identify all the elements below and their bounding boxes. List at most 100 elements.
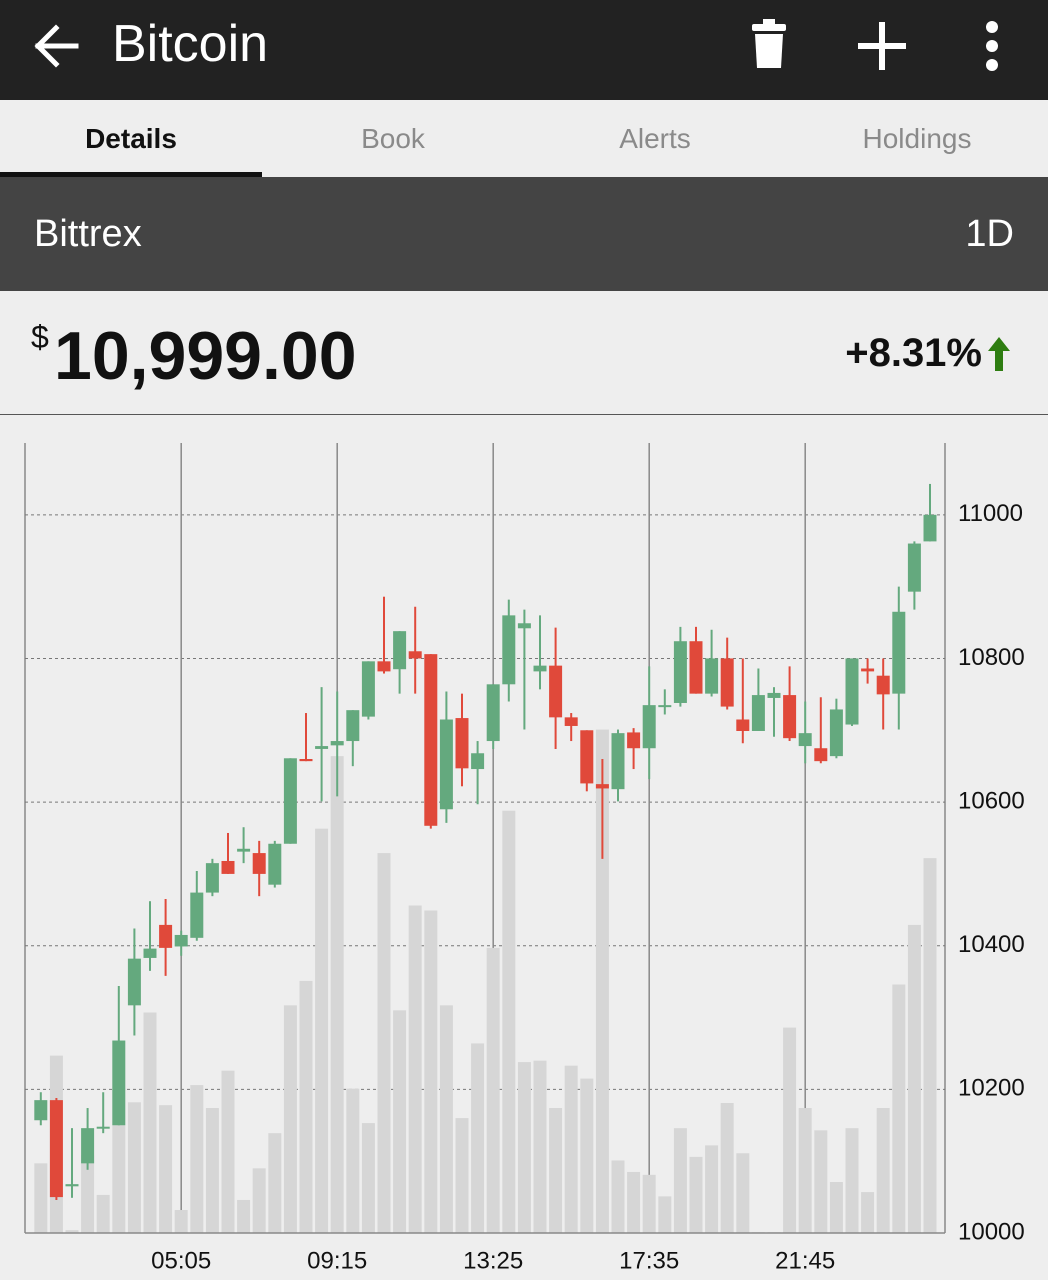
candle-body [564, 717, 578, 726]
volume-bar [65, 1230, 79, 1233]
tab[interactable]: Alerts [619, 123, 691, 154]
y-tick-label: 10200 [958, 1075, 1025, 1102]
volume-bar [705, 1145, 719, 1233]
candle-body [705, 658, 719, 694]
volume-bar [439, 1005, 453, 1233]
volume-bar [923, 858, 937, 1233]
candle-body [642, 705, 656, 749]
volume-bar [268, 1133, 282, 1233]
candle-body [174, 934, 188, 947]
candle-body [330, 741, 344, 746]
x-tick-label: 05:05 [151, 1247, 211, 1274]
volume-bar [330, 756, 344, 1233]
currency: $ [31, 319, 49, 355]
candle-body [861, 668, 875, 672]
y-tick-label: 10600 [958, 787, 1025, 814]
back-button[interactable] [34, 24, 79, 68]
candle-body [798, 733, 812, 747]
price-row: $ 10,999.00 +8.31% [0, 291, 1048, 415]
candle-body [81, 1128, 95, 1164]
volume-bar [564, 1065, 578, 1233]
volume-bar [393, 1010, 407, 1233]
candle-body [845, 658, 859, 725]
volume-bar [720, 1103, 734, 1233]
volume-bar [517, 1062, 531, 1233]
candle-body [346, 710, 360, 742]
candle-body [252, 853, 266, 874]
candle-body [907, 543, 921, 592]
add-button[interactable] [858, 22, 906, 70]
tab[interactable]: Holdings [862, 123, 972, 154]
tab[interactable]: Book [361, 123, 425, 154]
x-tick-label: 17:35 [619, 1247, 679, 1274]
volume-bar [783, 1027, 797, 1233]
candle-body [190, 892, 204, 938]
candle-body [205, 863, 219, 893]
tab-bar: Details Book Alerts Holdings [0, 100, 1048, 177]
candle-body [814, 748, 828, 762]
candle-body [49, 1100, 63, 1198]
range[interactable]: 1D [965, 213, 1014, 255]
volume-bar [814, 1130, 828, 1233]
volume-bar [533, 1060, 547, 1233]
delete-button[interactable] [752, 19, 786, 68]
x-tick-label: 21:45 [775, 1247, 835, 1274]
candle-body [736, 719, 750, 731]
volume-bar [408, 905, 422, 1233]
volume-bar [159, 1105, 173, 1233]
candle-body [689, 641, 703, 694]
candle-body [143, 948, 157, 958]
y-tick-label: 11000 [958, 500, 1023, 527]
y-tick-label: 10000 [958, 1218, 1025, 1245]
candle-body [96, 1126, 110, 1129]
volume-bar [580, 1078, 594, 1233]
volume-bar [845, 1128, 859, 1233]
x-tick-label: 09:15 [307, 1247, 367, 1274]
volume-bar [252, 1168, 266, 1233]
candle-body [127, 958, 141, 1006]
candle-body [751, 695, 765, 731]
volume-bar [315, 828, 329, 1233]
volume-bar [424, 910, 438, 1233]
app-bar-icons [34, 19, 998, 71]
candle-body [892, 611, 906, 694]
tab[interactable]: Details [0, 100, 262, 177]
candle-body [549, 665, 563, 718]
candle-body [361, 661, 375, 717]
volume-bar [486, 947, 500, 1233]
exchange[interactable]: Bittrex [34, 213, 142, 255]
volume-bar [798, 1108, 812, 1233]
volume-bar [627, 1171, 641, 1233]
volume-bar [829, 1182, 843, 1233]
volume-bar [361, 1123, 375, 1233]
candle-body [471, 753, 485, 770]
volume-bar [81, 1155, 95, 1233]
candle-body [424, 654, 438, 826]
volume-bar [595, 729, 609, 1233]
volume-bar [34, 1163, 48, 1233]
candle-body [658, 705, 672, 708]
candle-body [112, 1040, 126, 1126]
candle-body [315, 746, 329, 749]
volume-bar [892, 984, 906, 1233]
volume-bar [673, 1128, 687, 1233]
candle-body [377, 661, 391, 672]
volume-bar [127, 1102, 141, 1233]
y-tick-label: 10800 [958, 644, 1025, 671]
volume-bar [221, 1070, 235, 1233]
candle-body [283, 758, 297, 844]
volume-bar [143, 1012, 157, 1233]
volume-bar [471, 1043, 485, 1233]
candle-body [720, 658, 734, 707]
menu-button[interactable] [986, 21, 998, 71]
candle-body [455, 718, 469, 769]
volume-bar [283, 1005, 297, 1233]
candle-body [611, 733, 625, 790]
volume-bar [174, 1210, 188, 1233]
app-bar: Bitcoin [0, 0, 1048, 100]
volume-bar [658, 1196, 672, 1233]
candle-body [876, 675, 890, 695]
volume-bar [549, 1108, 563, 1233]
up-arrow [988, 337, 1010, 371]
